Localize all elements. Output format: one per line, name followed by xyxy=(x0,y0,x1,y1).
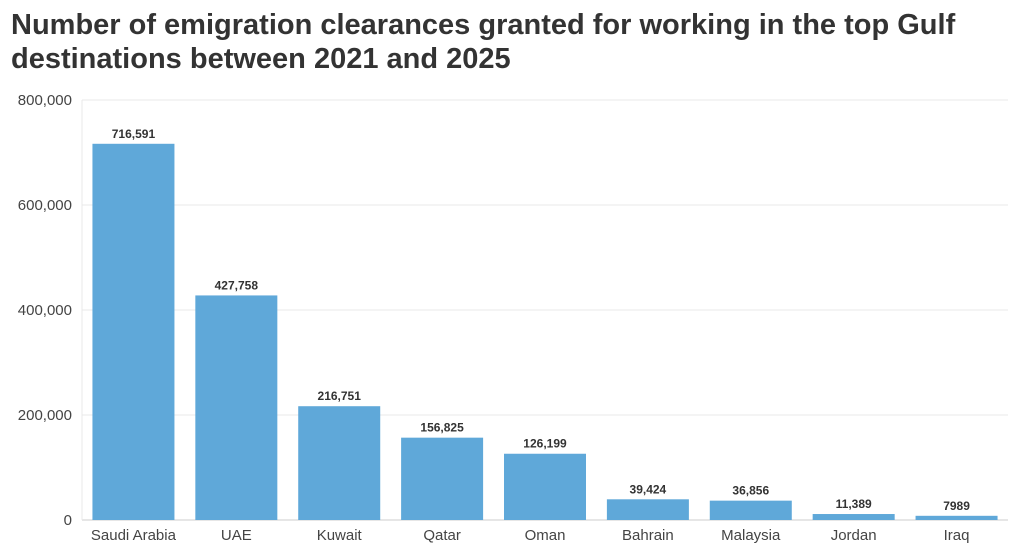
x-tick-label: Iraq xyxy=(944,527,970,544)
chart-title: Number of emigration clearances granted … xyxy=(11,9,956,75)
y-axis: 0 200,000 400,000 600,000 800,000 xyxy=(18,92,83,529)
x-tick-label: Oman xyxy=(525,527,566,544)
data-label: 39,424 xyxy=(630,482,667,496)
data-label: 716,591 xyxy=(112,127,156,141)
data-label: 36,856 xyxy=(732,484,769,498)
data-label: 156,825 xyxy=(420,421,464,435)
bars xyxy=(92,143,998,520)
bar-iraq xyxy=(915,515,998,520)
bar-jordan xyxy=(812,514,895,520)
bar-oman xyxy=(504,453,586,520)
bar-qatar xyxy=(401,437,484,520)
x-tick-label: Bahrain xyxy=(622,527,674,544)
data-label: 11,389 xyxy=(836,497,872,511)
data-label: 7989 xyxy=(943,499,970,513)
data-labels: 716,591 427,758 216,751 156,825 126,199 39,42… xyxy=(112,127,970,513)
x-tick-label: Saudi Arabia xyxy=(91,527,177,544)
y-tick-label: 400,000 xyxy=(18,302,72,319)
bar-saudi-arabia xyxy=(92,143,175,520)
data-label: 216,751 xyxy=(318,389,362,403)
x-tick-label: Jordan xyxy=(831,527,877,544)
x-tick-label: Malaysia xyxy=(721,527,781,544)
y-tick-label: 600,000 xyxy=(18,197,72,214)
data-label: 427,758 xyxy=(215,278,259,292)
y-tick-label: 200,000 xyxy=(18,407,72,424)
y-tick-label: 0 xyxy=(64,512,72,529)
bar-kuwait xyxy=(298,406,381,520)
x-tick-label: Qatar xyxy=(423,527,461,544)
x-axis: Saudi Arabia UAE Kuwait Qatar Oman Bahrain Mal… xyxy=(91,527,970,544)
y-tick-label: 800,000 xyxy=(18,92,72,109)
x-tick-label: UAE xyxy=(221,527,252,544)
bar-bahrain xyxy=(606,499,689,520)
bar-uae xyxy=(195,295,278,520)
bar-malaysia xyxy=(709,500,792,520)
x-tick-label: Kuwait xyxy=(317,527,363,544)
data-label: 126,199 xyxy=(523,437,567,451)
